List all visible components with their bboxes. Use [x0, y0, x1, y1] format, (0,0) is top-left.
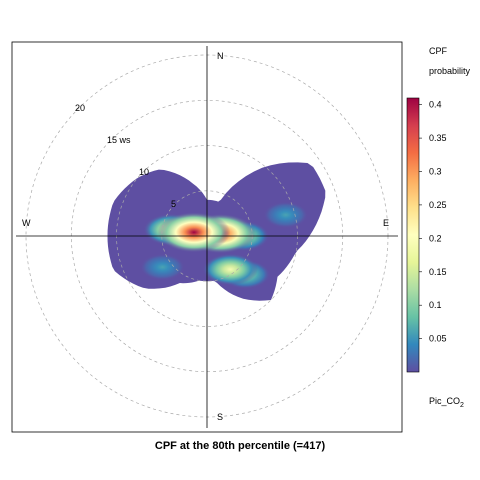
hotspot: [202, 253, 258, 286]
speed-ring-label: 20: [75, 103, 85, 113]
pollutant-label: Pic_CO2: [429, 396, 464, 409]
colorbar-tick-label: 0.2: [429, 233, 442, 243]
speed-ring-label: 5: [171, 199, 176, 209]
west-label: W: [22, 218, 31, 228]
colorbar-tick-label: 0.1: [429, 300, 442, 310]
colorbar-tick-label: 0.35: [429, 133, 447, 143]
colorbar-tick-label: 0.25: [429, 200, 447, 210]
speed-ring-label: 10: [139, 167, 149, 177]
colorbar: [406, 97, 420, 373]
speed-ring-label: 15 ws: [107, 135, 131, 145]
colorbar-tick-label: 0.05: [429, 334, 447, 344]
colorbar-tick-label: 0.4: [429, 100, 442, 110]
colorbar-ticks: 0.05 0.1 0.15 0.2 0.25 0.3 0.35 0.4: [419, 100, 447, 344]
east-label: E: [383, 218, 389, 228]
hotspot: [263, 201, 309, 229]
speed-ring-labels: 5 10 15 ws 20: [75, 103, 176, 209]
axis-crosshair: [16, 46, 398, 428]
south-label: S: [217, 412, 223, 422]
pollutant-name: Pic_CO: [429, 396, 461, 406]
legend-title-line1: CPF: [429, 46, 447, 56]
plot-title: CPF at the 80th percentile (=417): [154, 440, 326, 452]
hotspot: [140, 253, 185, 281]
colorbar-tick-label: 0.3: [429, 167, 442, 177]
pollutant-subscript: 2: [460, 401, 464, 409]
north-label: N: [217, 51, 224, 61]
colorbar-tick-label: 0.15: [429, 267, 447, 277]
legend-title-line2: probability: [429, 66, 471, 76]
hotspot: [157, 212, 231, 253]
